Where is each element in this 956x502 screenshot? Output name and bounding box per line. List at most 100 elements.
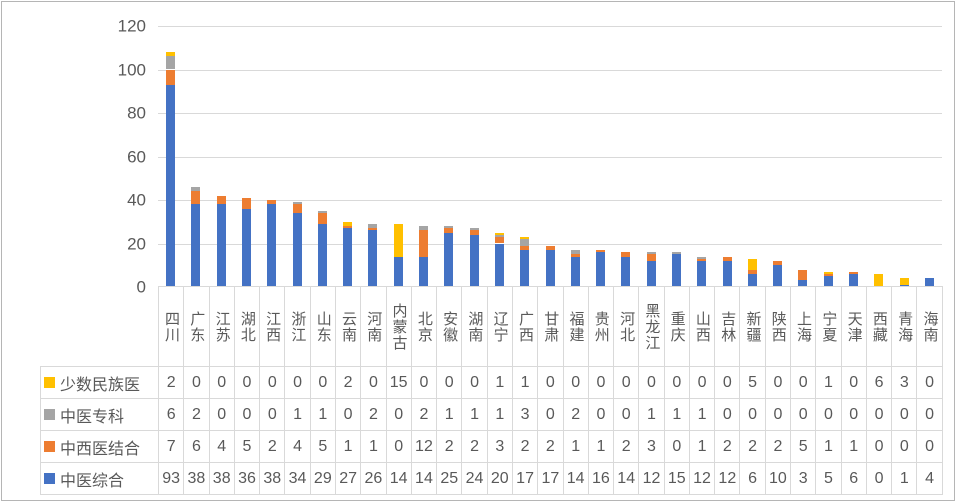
category-label: 湖北 xyxy=(238,310,256,343)
table-value-cell: 0 xyxy=(208,398,235,431)
table-value-cell: 2 xyxy=(157,366,185,399)
category-label: 内蒙古 xyxy=(390,302,408,351)
table-value-cell: 2 xyxy=(764,430,792,463)
category-label-cell: 辽宁 xyxy=(486,286,513,367)
gridline xyxy=(158,26,942,27)
series-name-label: 中医综合 xyxy=(60,472,125,490)
category-label-cell: 天津 xyxy=(840,286,867,367)
table-value-cell: 15 xyxy=(663,462,690,495)
bar-segment-中医综合 xyxy=(697,260,707,287)
category-label: 湖南 xyxy=(466,310,484,343)
table-value-cell: 0 xyxy=(613,366,640,399)
category-label: 陕西 xyxy=(769,310,787,343)
table-value-cell: 0 xyxy=(436,366,463,399)
category-label-cell: 黑龙江 xyxy=(638,286,665,367)
category-label: 重庆 xyxy=(668,310,686,343)
bar-segment-中西医结合 xyxy=(469,230,479,235)
table-row-header: 中西医结合 xyxy=(40,430,159,463)
table-value-cell: 1 xyxy=(436,398,463,431)
bar-segment-中医综合 xyxy=(722,260,732,287)
table-value-cell: 2 xyxy=(613,430,640,463)
category-label-cell: 湖北 xyxy=(233,286,261,367)
bar-segment-中医综合 xyxy=(393,256,403,287)
category-label: 辽宁 xyxy=(491,310,509,343)
bar-segment-中西医结合 xyxy=(216,195,226,205)
bar-segment-中医专科 xyxy=(292,202,302,205)
table-row: 少数民族医 2 0 0 0 0 0 0 2 0 15 0 0 0 1 1 0 0 0 0 0 0 0 0 5 0 0 1 0 6 3 0 xyxy=(40,366,943,399)
category-label-cell: 青海 xyxy=(891,286,918,367)
gridline xyxy=(158,156,942,158)
table-value-cell: 5 xyxy=(790,430,817,463)
table-value-cell: 0 xyxy=(891,430,918,463)
gridline xyxy=(158,243,942,245)
series-name-label: 中西医结合 xyxy=(60,440,141,458)
table-value-cell: 6 xyxy=(157,398,185,431)
table-value-cell: 0 xyxy=(385,430,412,463)
bar-segment-中医综合 xyxy=(621,256,631,287)
table-value-cell: 17 xyxy=(537,462,564,495)
table-value-cell: 0 xyxy=(410,366,438,399)
table-value-cell: 0 xyxy=(840,366,867,399)
table-value-cell: 14 xyxy=(613,462,640,495)
category-label: 新疆 xyxy=(744,310,762,343)
category-label-cell: 江苏 xyxy=(208,286,235,367)
gridline xyxy=(158,69,942,71)
table-value-cell: 0 xyxy=(663,366,690,399)
y-axis-tick-label: 20 xyxy=(127,234,146,253)
table-value-cell: 12 xyxy=(714,462,741,495)
table-value-cell: 0 xyxy=(309,366,336,399)
bar-segment-少数民族医 xyxy=(520,236,530,240)
table-value-cell: 4 xyxy=(916,462,943,495)
table-value-cell: 0 xyxy=(461,366,488,399)
y-axis-tick-label: 0 xyxy=(136,277,146,297)
bar-segment-中西医结合 xyxy=(747,269,757,274)
y-axis-tick-label: 80 xyxy=(127,103,146,123)
category-label: 青海 xyxy=(896,310,914,343)
category-label-cell: 山西 xyxy=(688,286,716,367)
bar-segment-中医综合 xyxy=(191,204,201,287)
table-value-cell: 2 xyxy=(259,430,286,463)
bar-segment-中医专科 xyxy=(570,250,580,255)
category-label: 河北 xyxy=(618,310,636,343)
category-label: 山东 xyxy=(314,310,332,343)
category-label-cell: 河北 xyxy=(613,286,640,367)
table-value-cell: 3 xyxy=(486,430,513,463)
bar-segment-中西医结合 xyxy=(722,256,732,261)
table-value-cell: 1 xyxy=(815,366,842,399)
category-label: 甘肃 xyxy=(542,310,560,343)
bar-segment-中医综合 xyxy=(343,228,353,287)
bar-segment-中医综合 xyxy=(596,252,606,287)
gridline xyxy=(158,113,942,114)
table-value-cell: 6 xyxy=(183,430,210,463)
table-value-cell: 14 xyxy=(410,462,438,495)
table-value-cell: 3 xyxy=(511,398,539,431)
series-name-label: 中医专科 xyxy=(60,408,125,426)
table-value-cell: 1 xyxy=(840,430,867,463)
table-value-cell: 0 xyxy=(562,366,589,399)
category-label: 浙江 xyxy=(289,310,307,343)
y-axis-tick-label: 60 xyxy=(127,147,146,166)
bar-segment-中医综合 xyxy=(292,213,302,287)
category-label: 天津 xyxy=(845,310,863,343)
table-value-cell: 38 xyxy=(208,462,235,495)
table-value-cell: 4 xyxy=(284,430,311,463)
table-value-cell: 1 xyxy=(815,430,842,463)
bar-segment-中医综合 xyxy=(444,232,454,287)
table-value-cell: 0 xyxy=(334,398,362,431)
table-value-cell: 0 xyxy=(764,398,792,431)
table-value-cell: 1 xyxy=(309,398,336,431)
table-row: 中西医结合 7 6 4 5 2 4 5 1 1 0 12 2 2 3 2 2 1 1 2 3 0 1 2 2 2 5 1 1 0 0 0 xyxy=(40,430,943,463)
bar-segment-少数民族医 xyxy=(166,52,176,57)
table-value-cell: 26 xyxy=(360,462,387,495)
category-label: 江西 xyxy=(264,310,282,343)
category-label-cell: 福建 xyxy=(562,286,589,367)
table-value-cell: 0 xyxy=(815,398,842,431)
category-label-cell: 山东 xyxy=(309,286,336,367)
bar-segment-中医综合 xyxy=(494,243,504,287)
bar-segment-中医综合 xyxy=(166,84,176,287)
table-value-cell: 0 xyxy=(284,366,311,399)
table-value-cell: 1 xyxy=(688,398,716,431)
bar-segment-中医专科 xyxy=(520,239,530,246)
table-value-cell: 16 xyxy=(587,462,615,495)
bar-segment-中医专科 xyxy=(191,186,201,192)
